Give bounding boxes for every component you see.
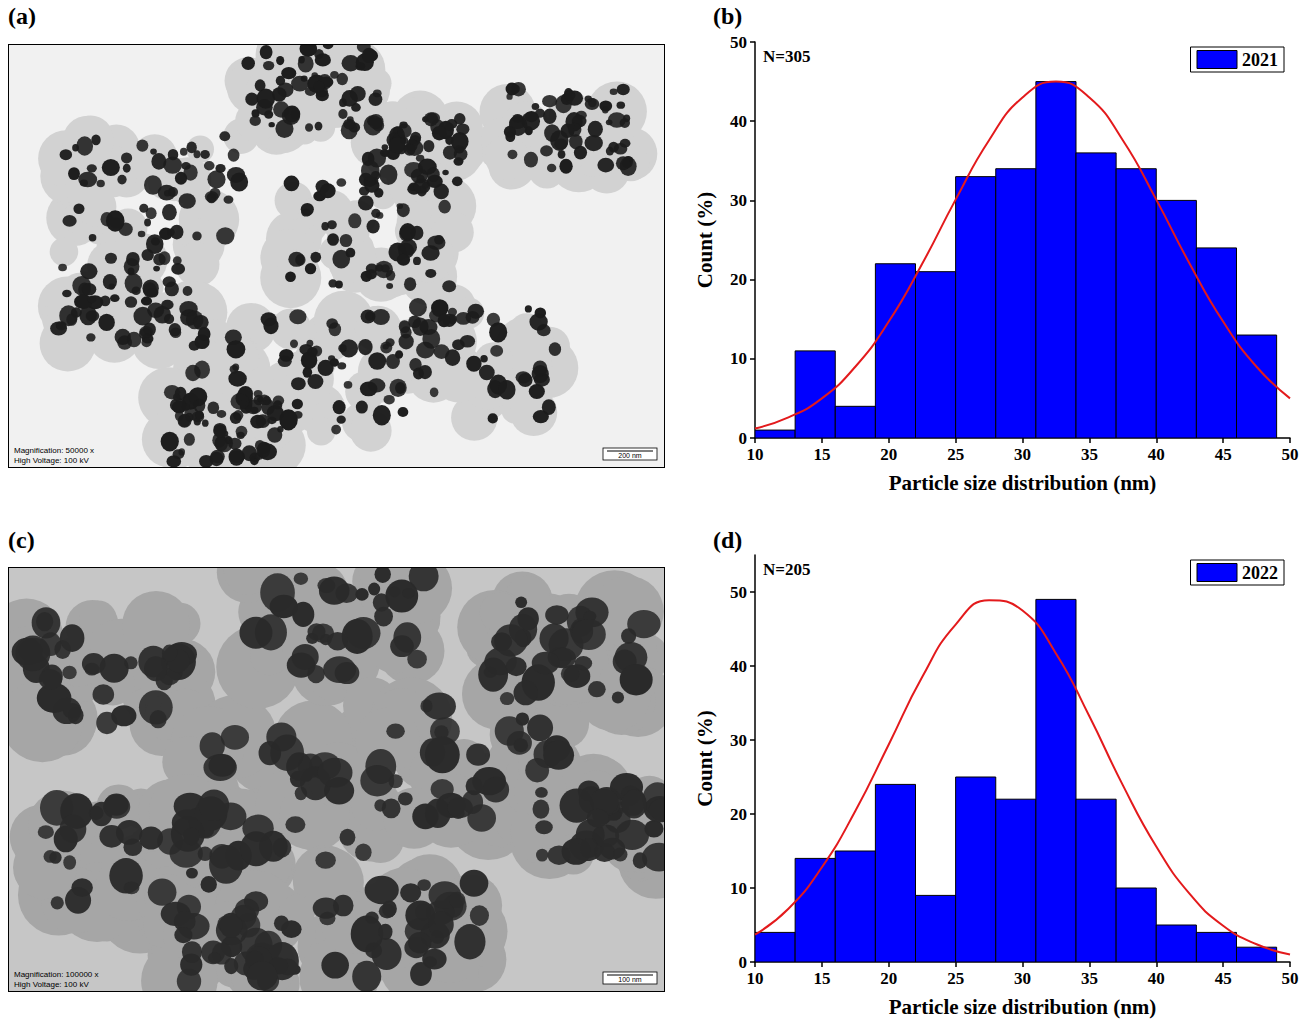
svg-text:Particle size distribution (nm: Particle size distribution (nm) [889,471,1157,495]
svg-text:100 nm: 100 nm [618,976,642,983]
svg-text:25: 25 [947,445,964,464]
svg-text:20: 20 [880,969,897,988]
svg-text:20: 20 [730,270,747,289]
svg-text:30: 30 [1014,969,1031,988]
svg-text:15: 15 [813,445,830,464]
svg-text:200 nm: 200 nm [618,452,642,459]
svg-text:30: 30 [730,731,747,750]
svg-text:N=305: N=305 [763,47,810,66]
svg-text:35: 35 [1081,445,1098,464]
svg-text:40: 40 [730,657,747,676]
svg-text:50: 50 [730,583,747,602]
svg-text:35: 35 [1081,969,1098,988]
svg-text:2021: 2021 [1242,50,1278,70]
html-text:(c): (c) [8,527,35,553]
svg-text:10: 10 [730,349,747,368]
svg-text:45: 45 [1215,445,1232,464]
html-text:(b): (b) [713,3,743,29]
svg-text:20: 20 [730,805,747,824]
svg-text:Particle size distribution (nm: Particle size distribution (nm) [889,995,1157,1019]
svg-text:Count (%): Count (%) [693,710,717,806]
svg-text:N=205: N=205 [763,560,810,579]
svg-text:25: 25 [947,969,964,988]
svg-text:40: 40 [1148,445,1165,464]
svg-text:30: 30 [730,191,747,210]
svg-text:High Voltage: 100 kV: High Voltage: 100 kV [14,456,89,465]
svg-text:30: 30 [1014,445,1031,464]
svg-text:Magnification: 50000 x: Magnification: 50000 x [14,446,94,455]
svg-text:Count (%): Count (%) [693,192,717,288]
svg-text:50: 50 [730,33,747,52]
svg-text:High Voltage: 100 kV: High Voltage: 100 kV [14,980,89,989]
svg-text:10: 10 [747,969,764,988]
svg-text:50: 50 [1282,445,1299,464]
svg-text:15: 15 [813,969,830,988]
svg-text:0: 0 [738,952,747,972]
html-text:(d): (d) [713,527,743,553]
svg-text:50: 50 [1282,969,1299,988]
svg-text:40: 40 [730,112,747,131]
svg-text:2022: 2022 [1242,563,1278,583]
svg-text:45: 45 [1215,969,1232,988]
html-text:(a): (a) [8,3,36,29]
svg-text:Magnification: 100000 x: Magnification: 100000 x [14,970,99,979]
svg-text:0: 0 [738,428,747,448]
svg-text:40: 40 [1148,969,1165,988]
svg-text:10: 10 [747,445,764,464]
svg-text:10: 10 [730,879,747,898]
svg-text:20: 20 [880,445,897,464]
